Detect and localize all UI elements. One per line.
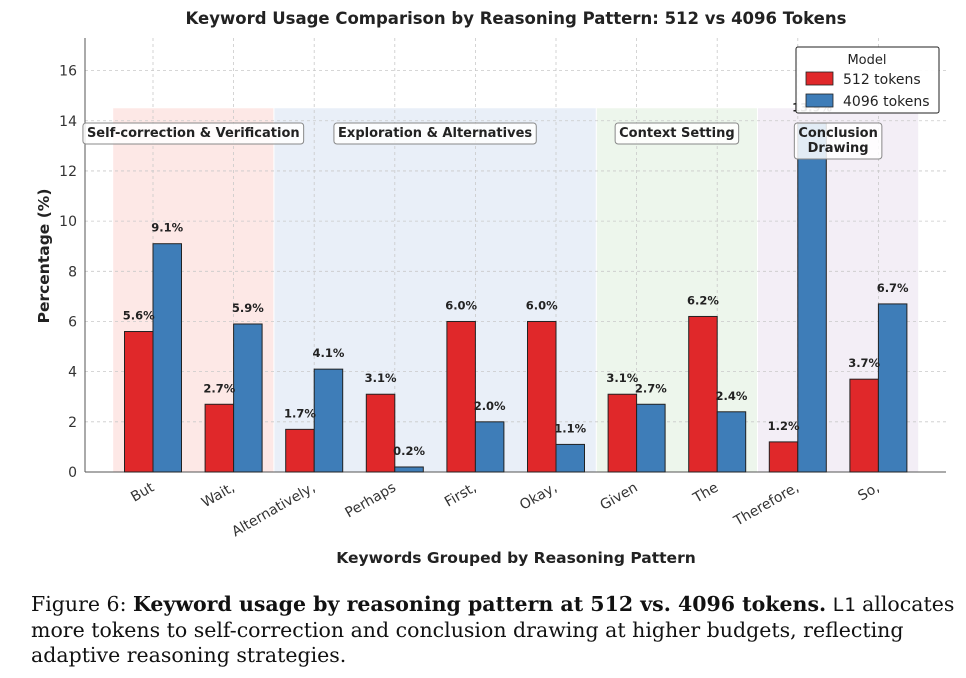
y-axis-label: Percentage (%) [35,189,53,324]
data-label-4096-7: 2.4% [715,389,747,403]
y-tick-label-2: 4 [68,365,77,381]
data-label-512-7: 6.2% [687,293,719,307]
legend-label-512: 512 tokens [843,72,921,88]
bar-4096-9 [877,303,908,473]
legend-title: Model [847,53,886,68]
group-label-1: Exploration & Alternatives [338,126,532,141]
x-tick-label-8: Therefore, [730,480,801,530]
y-tick-label-0: 0 [68,465,77,481]
group-label-box-1 [333,122,537,145]
data-label-4096-3: 0.2% [393,444,425,458]
bar-4096-2 [313,368,344,473]
bar-4096-7 [716,411,747,473]
x-tick-label-9: So, [855,480,882,505]
figure-caption: Figure 6: Keyword usage by reasoning pat… [31,592,956,668]
bar-4096-8 [797,122,827,473]
group-label-2: Context Setting [619,126,735,141]
bars [124,122,908,473]
data-label-4096-6: 2.7% [635,381,667,395]
data-label-512-8: 1.2% [768,419,800,433]
bar-512-8 [768,441,799,473]
data-label-512-3: 3.1% [365,371,397,385]
bar-4096-5 [555,443,585,473]
bar-512-1 [204,403,235,473]
y-tick-label-6: 12 [59,164,77,180]
group-label-3-line-0: Conclusion [798,126,878,141]
data-label-4096-4: 2.0% [474,399,506,413]
y-tick-label-4: 8 [68,264,77,280]
group-label-box-2 [614,122,740,145]
x-tick-label-5: Okay, [517,480,560,514]
x-tick-label-3: Perhaps [343,480,399,522]
group-label-0: Self-correction & Verification [87,126,300,141]
y-tick-label-3: 6 [68,314,77,330]
data-label-512-5: 6.0% [526,298,558,312]
bar-512-2 [285,428,315,473]
caption-bold: Keyword usage by reasoning pattern at 51… [133,592,827,616]
bar-512-7 [688,315,718,473]
y-tick-label-8: 16 [59,64,77,80]
data-label-512-2: 1.7% [284,406,316,420]
x-tick-label-1: Wait, [199,480,238,512]
y-tick-label-7: 14 [59,114,77,130]
legend: Model 512 tokens 4096 tokens [795,46,940,114]
legend-swatch-4096 [805,93,834,108]
caption-prefix: Figure 6: [31,592,134,616]
group-label-box-0 [82,122,305,145]
y-tick-label-5: 10 [59,214,77,230]
data-label-512-6: 3.1% [606,371,638,385]
bar-4096-1 [233,323,263,473]
legend-swatch-512 [805,71,834,86]
x-tick-label-2: Alternatively, [229,480,318,541]
bar-4096-4 [474,421,505,473]
group-backgrounds [113,108,919,473]
bar-512-4 [446,320,476,473]
group-labels: Self-correction & Verification Exploratio… [82,122,883,160]
group-label-box-3 [793,122,883,160]
data-label-4096-0: 9.1% [151,221,183,235]
bar-4096-3 [394,466,424,473]
data-label-512-4: 6.0% [445,298,477,312]
data-label-512-1: 2.7% [203,381,235,395]
bar-512-9 [849,378,879,473]
x-axis-label: Keywords Grouped by Reasoning Pattern [336,549,696,567]
chart: Keyword Usage Comparison by Reasoning Pa… [35,9,946,567]
caption-model-name: L1 [832,594,856,616]
x-tick-label-0: But [128,479,157,505]
data-label-512-9: 3.7% [848,356,880,370]
x-tick-label-4: First, [442,480,479,511]
bar-512-5 [527,320,557,473]
data-label-4096-9: 6.7% [877,281,909,295]
bar-512-6 [607,393,638,473]
bar-512-0 [124,331,154,473]
bar-512-3 [365,393,396,473]
caption-rest: allocates more tokens to self-correction… [31,592,955,667]
x-tick-label-6: Given [598,480,641,514]
bar-4096-0 [152,243,182,473]
data-label-512-0: 5.6% [123,309,155,323]
bar-4096-6 [636,403,666,473]
y-tick-label-1: 2 [68,415,77,431]
legend-label-4096: 4096 tokens [843,94,930,110]
group-label-3-line-1: Drawing [808,141,869,156]
x-tick-label-7: The [690,480,721,507]
data-label-4096-1: 5.9% [232,301,264,315]
chart-title: Keyword Usage Comparison by Reasoning Pa… [186,9,847,28]
data-label-4096-5: 1.1% [554,421,586,435]
data-label-4096-2: 4.1% [312,346,344,360]
